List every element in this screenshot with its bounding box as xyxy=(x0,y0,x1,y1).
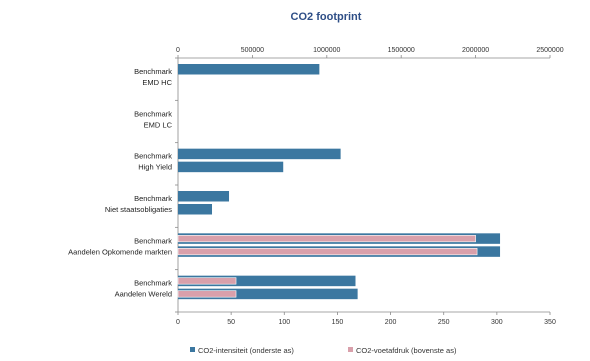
category-label: Benchmark xyxy=(134,194,172,203)
top-axis-tick-label: 1000000 xyxy=(313,47,340,54)
top-axis-tick-label: 0 xyxy=(176,47,180,54)
bottom-axis-tick-label: 0 xyxy=(176,319,180,326)
category-label: Benchmark xyxy=(134,152,172,161)
bar-co2-intensiteit xyxy=(178,204,213,215)
category-label: EMD LC xyxy=(144,120,173,129)
category-label: Aandelen Opkomende markten xyxy=(68,247,172,256)
legend: CO2-intensiteit (onderste as) CO2-voetafd… xyxy=(190,346,457,355)
bottom-axis-tick-label: 50 xyxy=(227,319,235,326)
bar-co2-intensiteit xyxy=(178,275,356,287)
top-axis-tick-label: 2000000 xyxy=(462,47,489,54)
top-axis-tick-label: 2500000 xyxy=(536,47,563,54)
category-label: Benchmark xyxy=(134,109,172,118)
bar-co2-intensiteit xyxy=(178,64,320,75)
category-label: Niet staatsobligaties xyxy=(105,205,172,214)
legend-swatch xyxy=(190,347,195,352)
category-label: Benchmark xyxy=(134,236,172,245)
bar-co2-intensiteit xyxy=(178,148,341,160)
bottom-axis-tick-label: 350 xyxy=(544,319,556,326)
bottom-axis-tick-label: 150 xyxy=(332,319,344,326)
top-axis-tick-label: 1500000 xyxy=(388,47,415,54)
category-label: Benchmark xyxy=(134,67,172,76)
bar-co2-intensiteit xyxy=(178,288,358,300)
category-label: Benchmark xyxy=(134,279,172,288)
bar-co2-voetafdruk xyxy=(177,290,237,298)
bottom-axis-tick-label: 100 xyxy=(278,319,290,326)
legend-label: CO2-intensiteit (onderste as) xyxy=(198,346,294,355)
bar-co2-voetafdruk xyxy=(177,235,476,243)
chart-title: CO2 footprint xyxy=(291,11,362,23)
bar-co2-intensiteit xyxy=(178,191,230,202)
legend-label: CO2-voetafdruk (bovenste as) xyxy=(356,346,457,355)
legend-swatch xyxy=(348,347,353,352)
bar-co2-voetafdruk xyxy=(177,277,237,285)
top-axis-tick-label: 500000 xyxy=(241,47,264,54)
bottom-axis-tick-label: 250 xyxy=(438,319,450,326)
bottom-axis-tick-label: 300 xyxy=(491,319,503,326)
category-label: Aandelen Wereld xyxy=(115,290,172,299)
plot-area: 0 500000 1000000 1500000 2000000 2500000 0 50 10… xyxy=(68,47,564,326)
category-label: EMD HC xyxy=(142,78,172,87)
bar-co2-intensiteit xyxy=(178,161,284,173)
category-label: High Yield xyxy=(138,163,172,172)
bar-co2-voetafdruk xyxy=(177,248,478,256)
bottom-axis-tick-label: 200 xyxy=(385,319,397,326)
